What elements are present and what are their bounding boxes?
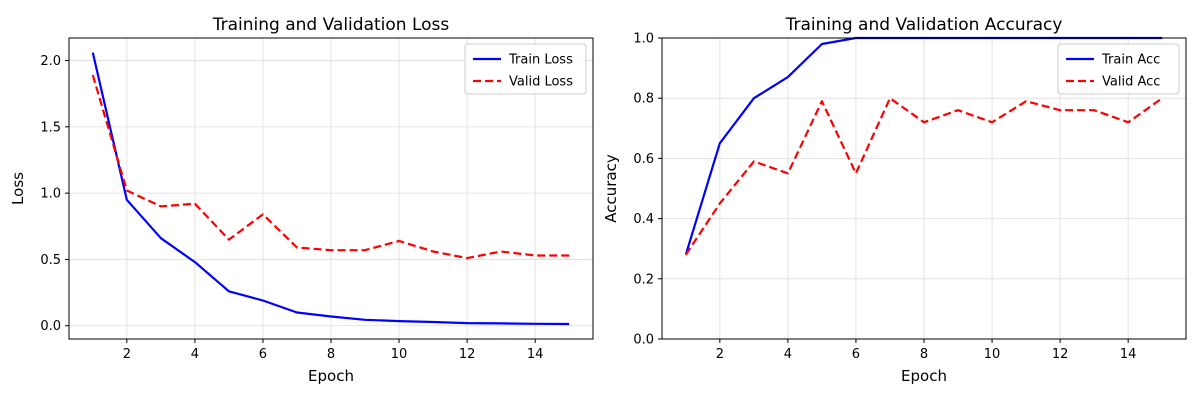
legend-box — [1057, 43, 1180, 95]
x-tick-label: 8 — [920, 347, 928, 362]
y-tick-label: 0.4 — [633, 212, 654, 227]
y-tick-label: 0.6 — [633, 152, 654, 167]
x-tick-label: 10 — [391, 347, 408, 362]
y-tick-label: 1.5 — [40, 120, 61, 135]
y-tick-label: 0.5 — [40, 253, 61, 268]
x-tick-label: 10 — [984, 347, 1001, 362]
x-tick-label: 4 — [191, 347, 199, 362]
x-tick-label: 14 — [527, 347, 544, 362]
x-tick-label: 8 — [327, 347, 335, 362]
legend-label: Train Loss — [508, 53, 573, 68]
y-tick-label: 1.0 — [633, 32, 654, 47]
y-axis-label: Loss — [9, 172, 27, 205]
x-axis-label: Epoch — [901, 367, 947, 385]
x-tick-label: 12 — [459, 347, 476, 362]
y-tick-label: 0.0 — [40, 319, 61, 334]
legend: Train Loss Valid Loss — [464, 43, 587, 95]
x-tick-label: 2 — [123, 347, 131, 362]
series-line-train-loss — [91, 52, 570, 326]
legend: Train Acc Valid Acc — [1057, 43, 1180, 95]
x-tick-label: 12 — [1052, 347, 1069, 362]
y-tick-label: 0.2 — [633, 272, 654, 287]
x-axis-label: Epoch — [308, 367, 354, 385]
legend-box — [464, 43, 587, 95]
y-tick-label: 0.8 — [633, 92, 654, 107]
legend-label: Valid Loss — [509, 75, 573, 90]
x-tick-label: 6 — [852, 347, 860, 362]
legend-label: Train Acc — [1101, 53, 1160, 68]
series-line-valid-acc — [684, 97, 1163, 256]
series-line-valid-loss — [91, 74, 570, 260]
chart-title: Training and Validation Accuracy — [785, 15, 1063, 35]
y-axis-label: Accuracy — [602, 154, 620, 223]
chart-panel-2: 2 4 6 8 10 12 14 0.0 0.2 0.4 0.6 0.8 1.0 Training and… — [602, 15, 1187, 385]
x-tick-label: 14 — [1120, 347, 1137, 362]
x-tick-label: 2 — [716, 347, 724, 362]
y-tick-label: 0.0 — [633, 333, 654, 348]
chart-title: Training and Validation Loss — [212, 15, 450, 35]
x-tick-label: 4 — [784, 347, 792, 362]
legend-label: Valid Acc — [1102, 75, 1160, 90]
chart-panel-1: 2 4 6 8 10 12 14 0.0 0.5 1.0 1.5 2.0 Training and Va… — [9, 15, 594, 385]
y-tick-label: 1.0 — [40, 187, 61, 202]
y-tick-label: 2.0 — [40, 54, 61, 69]
x-tick-label: 6 — [259, 347, 267, 362]
